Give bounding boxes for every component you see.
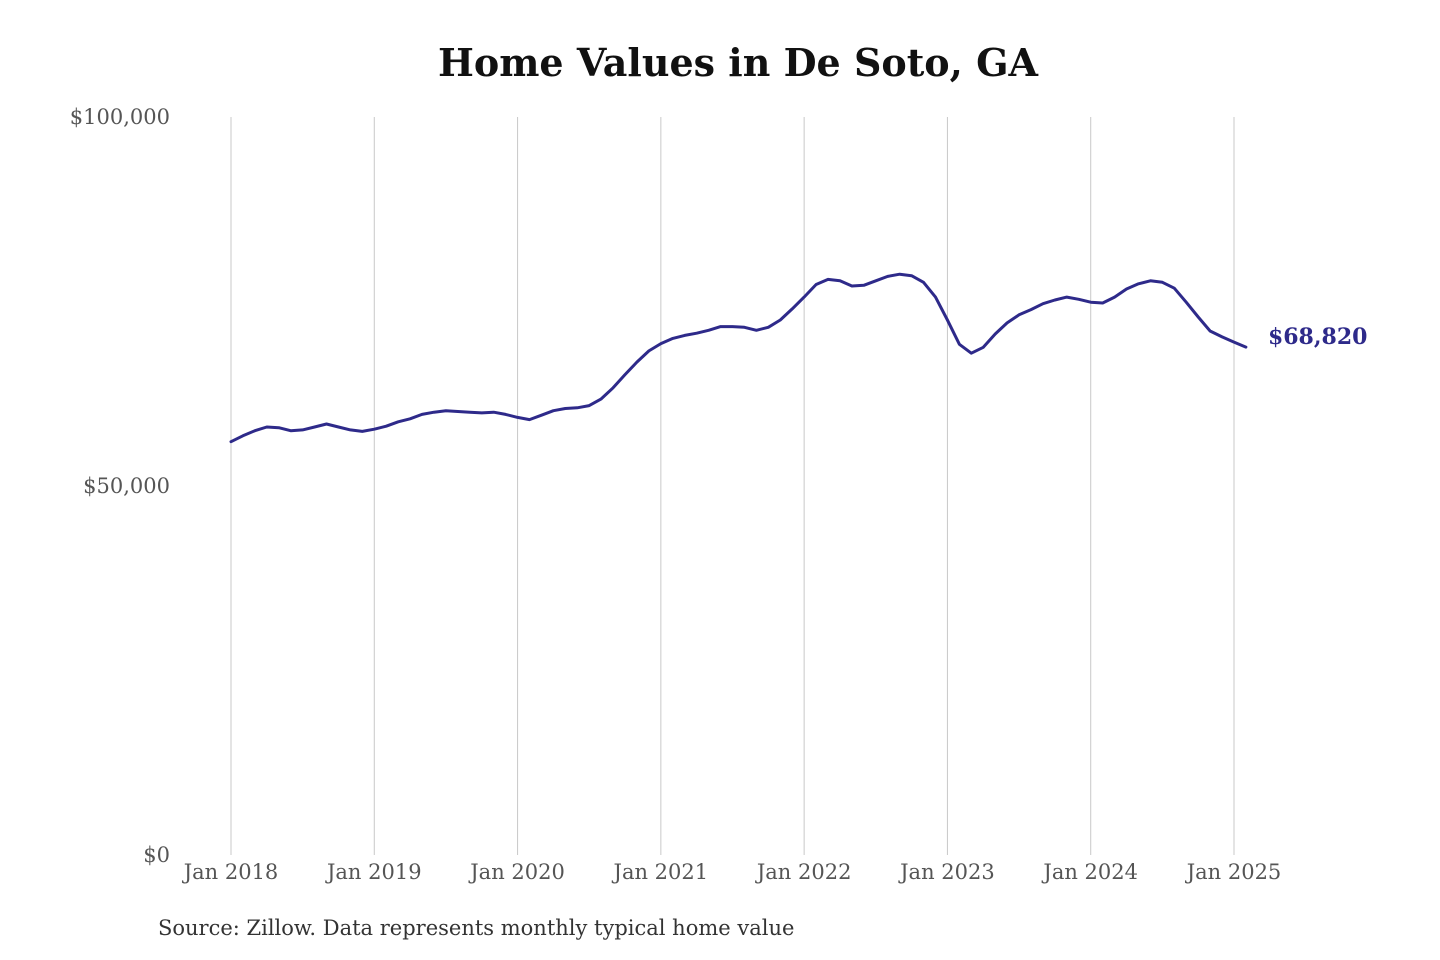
chart-title: Home Values in De Soto, GA — [437, 40, 1039, 85]
y-tick-label: $50,000 — [83, 474, 170, 498]
y-tick-label: $100,000 — [70, 105, 170, 129]
y-axis-ticks: $0 $50,000 $100,000 — [70, 105, 170, 867]
x-tick-label: Jan 2023 — [898, 860, 995, 884]
x-tick-label: Jan 2022 — [755, 860, 852, 884]
x-tick-label: Jan 2021 — [612, 860, 709, 884]
source-note: Source: Zillow. Data represents monthly … — [158, 916, 795, 940]
x-tick-label: Jan 2025 — [1185, 860, 1282, 884]
x-axis-ticks: Jan 2018 Jan 2019 Jan 2020 Jan 2021 Jan 2022… — [182, 860, 1282, 884]
x-tick-label: Jan 2019 — [325, 860, 422, 884]
x-tick-label: Jan 2024 — [1041, 860, 1138, 884]
gridlines — [230, 117, 1235, 855]
x-tick-label: Jan 2018 — [182, 860, 279, 884]
end-value-label: $68,820 — [1268, 324, 1368, 350]
series-line-home-value — [229, 272, 1248, 444]
x-tick-label: Jan 2020 — [468, 860, 565, 884]
y-tick-label: $0 — [143, 843, 170, 867]
